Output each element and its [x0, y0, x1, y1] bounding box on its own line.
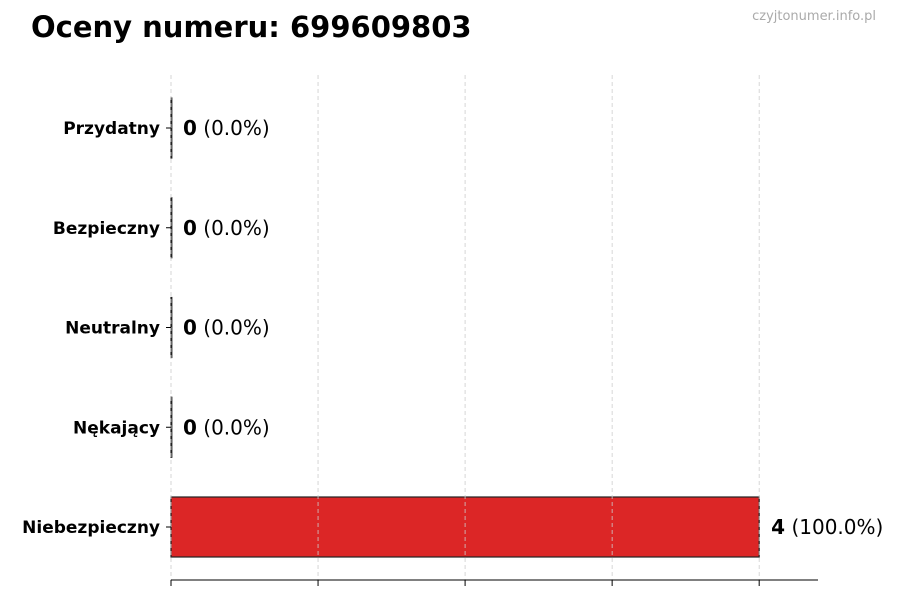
- data-label: 0 (0.0%): [183, 316, 270, 340]
- data-label-percent: (0.0%): [197, 116, 270, 140]
- data-label-count: 0: [183, 415, 197, 439]
- data-label: 0 (0.0%): [183, 116, 270, 140]
- category-label: Przydatny: [63, 119, 160, 139]
- data-label: 0 (0.0%): [183, 415, 270, 439]
- data-label-percent: (0.0%): [197, 316, 270, 340]
- data-label: 0 (0.0%): [183, 216, 270, 240]
- data-label-percent: (100.0%): [785, 515, 883, 539]
- category-label: Nękający: [73, 418, 160, 438]
- category-label: Bezpieczny: [53, 219, 160, 239]
- chart-title: Oceny numeru: 699609803: [31, 10, 472, 44]
- data-label-percent: (0.0%): [197, 216, 270, 240]
- watermark: czyjtonumer.info.pl: [752, 9, 876, 24]
- data-label-count: 0: [183, 316, 197, 340]
- data-label-count: 0: [183, 116, 197, 140]
- data-label: 4 (100.0%): [771, 515, 883, 539]
- data-label-count: 4: [771, 515, 785, 539]
- category-label: Neutralny: [65, 319, 160, 339]
- data-label-count: 0: [183, 216, 197, 240]
- data-label-percent: (0.0%): [197, 415, 270, 439]
- category-label: Niebezpieczny: [22, 518, 160, 538]
- bar: [170, 197, 173, 259]
